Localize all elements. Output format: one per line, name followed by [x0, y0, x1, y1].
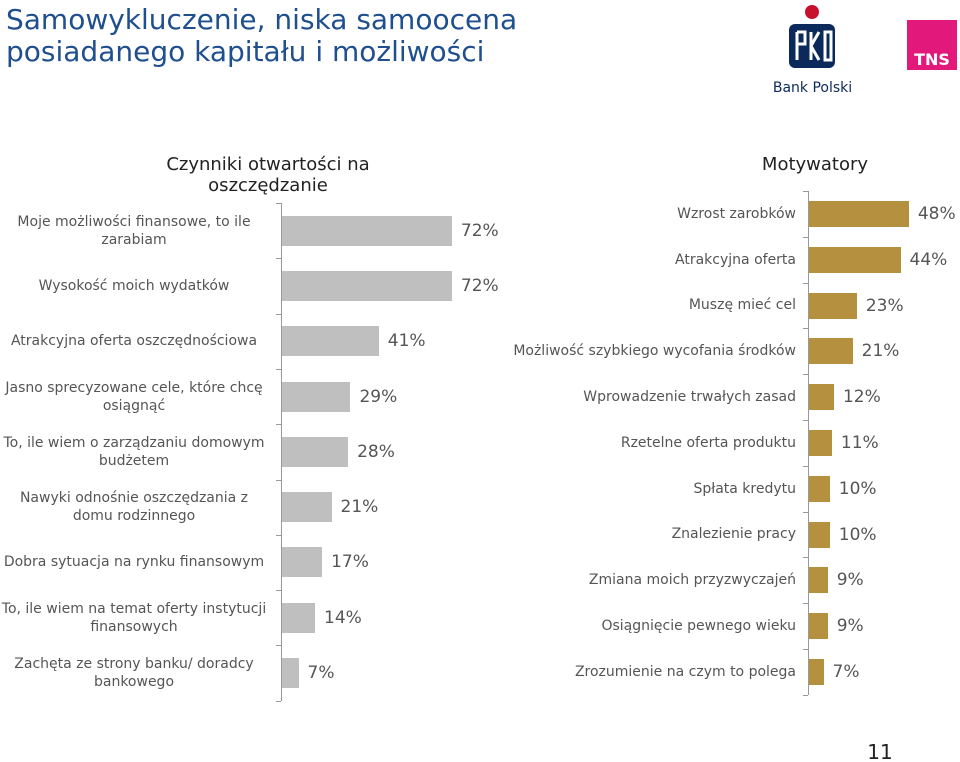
page-number: 11	[867, 740, 893, 762]
category-label: Spłata kredytu	[693, 480, 796, 497]
axis-tick	[803, 649, 808, 650]
value-label: 28%	[357, 441, 395, 462]
category-label: Możliwość szybkiego wycofania środków	[513, 343, 796, 360]
axis-line	[808, 191, 809, 695]
logo-text: Bank Polski	[772, 80, 853, 96]
value-label: 41%	[387, 331, 426, 352]
axis-tick	[803, 465, 808, 467]
value-label: 7%	[307, 663, 335, 684]
category-label: Dobra sytuacja na rynku finansowym	[3, 554, 265, 571]
category-label: Atrakcyjna oferta	[675, 251, 796, 268]
bar	[809, 658, 824, 685]
category-label: Osiągnięcie pewnego wieku	[601, 618, 796, 635]
value-label: 23%	[865, 295, 904, 316]
chart-title: Motywatory	[761, 154, 869, 175]
axis-tick	[276, 700, 281, 702]
axis-tick	[276, 645, 281, 647]
axis-tick	[276, 534, 281, 536]
value-label: 72%	[460, 220, 499, 241]
category-label: Wysokość moich wydatków	[38, 277, 230, 294]
value-label: 29%	[359, 386, 398, 407]
category-label: To, ile wiem o zarządzaniu domowym budże…	[3, 434, 265, 469]
chart-title: Czynniki otwartości na oszczędzanie	[166, 154, 370, 196]
bar	[809, 429, 832, 456]
axis-tick	[276, 424, 281, 426]
bar	[809, 246, 901, 273]
axis-tick	[803, 282, 808, 284]
value-label: 9%	[836, 616, 864, 637]
bar	[809, 567, 828, 594]
axis-tick	[803, 328, 808, 330]
value-label: 14%	[324, 607, 362, 628]
value-label: 7%	[832, 661, 860, 682]
bar	[282, 436, 349, 467]
bar	[809, 613, 828, 640]
category-label: Moje możliwości finansowe, to ile zarabi…	[17, 213, 251, 248]
axis-line	[281, 203, 282, 701]
value-label: 12%	[842, 387, 881, 408]
axis-tick	[803, 420, 808, 421]
bar	[809, 338, 853, 365]
category-label: Muszę mieć cel	[688, 297, 796, 314]
bar	[809, 521, 830, 548]
slide-title: Samowykluczenie, niska samoocena posiada…	[6, 3, 518, 68]
value-label: 44%	[909, 249, 948, 270]
category-label: Zachęta ze strony banku/ doradcy bankowe…	[14, 656, 254, 691]
category-label: Zmiana moich przyzwyczajeń	[588, 572, 796, 589]
category-label: Rzetelne oferta produktu	[620, 434, 796, 451]
category-label: Zrozumienie na czym to polega	[574, 663, 796, 680]
axis-tick	[276, 479, 281, 481]
category-label: Atrakcyjna oferta oszczędnościowa	[10, 333, 258, 350]
axis-tick	[803, 694, 808, 696]
axis-tick	[803, 236, 808, 238]
value-label: 17%	[331, 552, 369, 573]
axis-tick	[276, 258, 281, 260]
category-label: Wzrost zarobków	[677, 205, 796, 222]
bar	[282, 215, 452, 246]
bar	[282, 658, 299, 689]
bar	[809, 384, 834, 411]
axis-tick	[276, 368, 281, 370]
category-label: Wprowadzenie trwałych zasad	[583, 389, 796, 406]
category-label: Nawyki odnośnie oszczędzania z domu rodz…	[19, 490, 249, 525]
category-label: To, ile wiem na temat oferty instytucji …	[1, 600, 267, 635]
bar	[809, 200, 909, 227]
value-label: 21%	[861, 341, 900, 362]
value-label: 10%	[838, 524, 877, 545]
bar	[282, 547, 323, 578]
axis-tick	[803, 374, 808, 376]
value-label: 21%	[340, 497, 379, 518]
category-label: Znalezienie pracy	[671, 526, 796, 543]
axis-tick	[803, 603, 808, 605]
value-label: 72%	[460, 275, 499, 296]
axis-tick	[803, 191, 808, 192]
axis-tick	[276, 203, 281, 204]
tns-logo: TNS	[907, 20, 957, 70]
value-label: 48%	[917, 203, 956, 224]
bar	[282, 326, 379, 357]
bar	[282, 492, 332, 523]
bar	[282, 602, 316, 633]
category-label: Jasno sprecyzowane cele, które chcę osią…	[5, 379, 263, 414]
bar	[282, 270, 452, 301]
axis-tick	[276, 590, 281, 592]
axis-tick	[803, 557, 808, 559]
bar	[809, 475, 830, 502]
bar	[282, 381, 351, 412]
bar	[809, 292, 857, 319]
axis-tick	[276, 313, 281, 315]
axis-tick	[803, 511, 808, 513]
value-label: 11%	[840, 432, 879, 453]
pko-logo	[789, 5, 835, 68]
value-label: 9%	[836, 570, 864, 591]
value-label: 10%	[838, 478, 877, 499]
